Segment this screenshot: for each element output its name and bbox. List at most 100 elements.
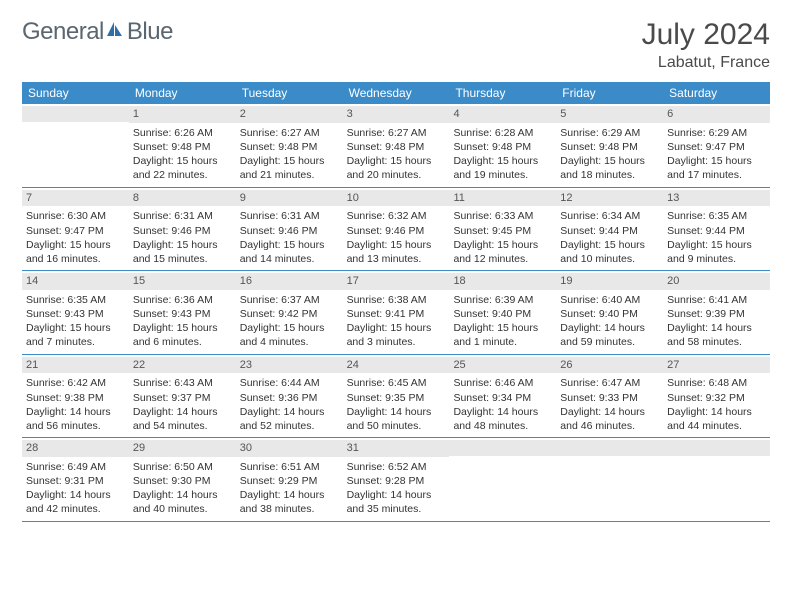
page-header: General Blue July 2024 Labatut, France	[22, 18, 770, 72]
day-daylight1: Daylight: 15 hours	[560, 238, 659, 252]
day-cell	[556, 438, 663, 521]
day-number: 26	[556, 357, 663, 374]
day-sunrise: Sunrise: 6:47 AM	[560, 376, 659, 390]
day-cell: 8Sunrise: 6:31 AMSunset: 9:46 PMDaylight…	[129, 188, 236, 271]
month-title: July 2024	[642, 18, 770, 52]
day-daylight1: Daylight: 15 hours	[453, 238, 552, 252]
day-sunrise: Sunrise: 6:36 AM	[133, 293, 232, 307]
day-sunset: Sunset: 9:36 PM	[240, 391, 339, 405]
day-cell: 3Sunrise: 6:27 AMSunset: 9:48 PMDaylight…	[343, 104, 450, 187]
day-sunset: Sunset: 9:30 PM	[133, 474, 232, 488]
day-number: 17	[343, 273, 450, 290]
day-daylight1: Daylight: 15 hours	[133, 154, 232, 168]
day-cell: 18Sunrise: 6:39 AMSunset: 9:40 PMDayligh…	[449, 271, 556, 354]
weekday-header: Monday	[129, 82, 236, 104]
weekday-header: Wednesday	[343, 82, 450, 104]
day-number: 22	[129, 357, 236, 374]
day-cell: 21Sunrise: 6:42 AMSunset: 9:38 PMDayligh…	[22, 355, 129, 438]
day-daylight1: Daylight: 14 hours	[26, 405, 125, 419]
day-cell: 23Sunrise: 6:44 AMSunset: 9:36 PMDayligh…	[236, 355, 343, 438]
day-daylight1: Daylight: 15 hours	[347, 238, 446, 252]
day-daylight1: Daylight: 15 hours	[453, 321, 552, 335]
day-sunrise: Sunrise: 6:43 AM	[133, 376, 232, 390]
brand-text-blue: Blue	[127, 18, 173, 46]
day-sunrise: Sunrise: 6:28 AM	[453, 126, 552, 140]
day-sunrise: Sunrise: 6:45 AM	[347, 376, 446, 390]
day-cell: 20Sunrise: 6:41 AMSunset: 9:39 PMDayligh…	[663, 271, 770, 354]
day-daylight1: Daylight: 15 hours	[26, 321, 125, 335]
weekday-header-row: SundayMondayTuesdayWednesdayThursdayFrid…	[22, 82, 770, 104]
day-daylight1: Daylight: 15 hours	[560, 154, 659, 168]
day-sunrise: Sunrise: 6:38 AM	[347, 293, 446, 307]
brand-text-general: General	[22, 18, 104, 46]
day-sunset: Sunset: 9:39 PM	[667, 307, 766, 321]
day-sunset: Sunset: 9:43 PM	[26, 307, 125, 321]
day-sunset: Sunset: 9:47 PM	[26, 224, 125, 238]
day-sunset: Sunset: 9:38 PM	[26, 391, 125, 405]
day-number-empty	[663, 440, 770, 456]
day-sunrise: Sunrise: 6:27 AM	[240, 126, 339, 140]
day-sunset: Sunset: 9:46 PM	[133, 224, 232, 238]
day-cell: 2Sunrise: 6:27 AMSunset: 9:48 PMDaylight…	[236, 104, 343, 187]
day-daylight2: and 9 minutes.	[667, 252, 766, 266]
day-daylight1: Daylight: 14 hours	[667, 321, 766, 335]
day-sunset: Sunset: 9:44 PM	[667, 224, 766, 238]
day-number: 11	[449, 190, 556, 207]
day-number: 19	[556, 273, 663, 290]
calendar-page: General Blue July 2024 Labatut, France S…	[0, 0, 792, 532]
day-number: 8	[129, 190, 236, 207]
day-daylight2: and 19 minutes.	[453, 168, 552, 182]
day-daylight1: Daylight: 15 hours	[667, 154, 766, 168]
day-daylight1: Daylight: 15 hours	[453, 154, 552, 168]
day-cell: 15Sunrise: 6:36 AMSunset: 9:43 PMDayligh…	[129, 271, 236, 354]
day-cell: 30Sunrise: 6:51 AMSunset: 9:29 PMDayligh…	[236, 438, 343, 521]
day-sunrise: Sunrise: 6:29 AM	[667, 126, 766, 140]
day-sunset: Sunset: 9:46 PM	[240, 224, 339, 238]
day-sunset: Sunset: 9:42 PM	[240, 307, 339, 321]
day-sunset: Sunset: 9:45 PM	[453, 224, 552, 238]
day-daylight1: Daylight: 15 hours	[133, 238, 232, 252]
day-sunset: Sunset: 9:48 PM	[240, 140, 339, 154]
day-cell: 7Sunrise: 6:30 AMSunset: 9:47 PMDaylight…	[22, 188, 129, 271]
day-sunrise: Sunrise: 6:33 AM	[453, 209, 552, 223]
day-daylight2: and 21 minutes.	[240, 168, 339, 182]
day-daylight1: Daylight: 15 hours	[347, 321, 446, 335]
day-cell: 26Sunrise: 6:47 AMSunset: 9:33 PMDayligh…	[556, 355, 663, 438]
day-daylight2: and 4 minutes.	[240, 335, 339, 349]
day-daylight1: Daylight: 15 hours	[133, 321, 232, 335]
day-cell: 29Sunrise: 6:50 AMSunset: 9:30 PMDayligh…	[129, 438, 236, 521]
day-daylight2: and 54 minutes.	[133, 419, 232, 433]
day-daylight1: Daylight: 14 hours	[26, 488, 125, 502]
day-daylight2: and 6 minutes.	[133, 335, 232, 349]
day-number: 14	[22, 273, 129, 290]
day-daylight2: and 16 minutes.	[26, 252, 125, 266]
day-sunset: Sunset: 9:41 PM	[347, 307, 446, 321]
day-sunset: Sunset: 9:35 PM	[347, 391, 446, 405]
day-sunrise: Sunrise: 6:42 AM	[26, 376, 125, 390]
day-cell: 14Sunrise: 6:35 AMSunset: 9:43 PMDayligh…	[22, 271, 129, 354]
day-number: 1	[129, 106, 236, 123]
day-sunrise: Sunrise: 6:29 AM	[560, 126, 659, 140]
day-sunset: Sunset: 9:31 PM	[26, 474, 125, 488]
day-cell: 28Sunrise: 6:49 AMSunset: 9:31 PMDayligh…	[22, 438, 129, 521]
day-number: 12	[556, 190, 663, 207]
weekday-header: Friday	[556, 82, 663, 104]
day-sunrise: Sunrise: 6:52 AM	[347, 460, 446, 474]
day-daylight1: Daylight: 15 hours	[240, 238, 339, 252]
day-daylight1: Daylight: 15 hours	[667, 238, 766, 252]
weekday-header: Thursday	[449, 82, 556, 104]
day-number: 20	[663, 273, 770, 290]
day-cell	[22, 104, 129, 187]
day-number: 29	[129, 440, 236, 457]
day-cell: 10Sunrise: 6:32 AMSunset: 9:46 PMDayligh…	[343, 188, 450, 271]
weeks-container: 1Sunrise: 6:26 AMSunset: 9:48 PMDaylight…	[22, 104, 770, 522]
day-daylight1: Daylight: 15 hours	[26, 238, 125, 252]
weekday-header: Saturday	[663, 82, 770, 104]
day-number: 28	[22, 440, 129, 457]
day-cell: 27Sunrise: 6:48 AMSunset: 9:32 PMDayligh…	[663, 355, 770, 438]
day-sunrise: Sunrise: 6:35 AM	[667, 209, 766, 223]
day-cell: 1Sunrise: 6:26 AMSunset: 9:48 PMDaylight…	[129, 104, 236, 187]
day-daylight2: and 38 minutes.	[240, 502, 339, 516]
day-daylight2: and 56 minutes.	[26, 419, 125, 433]
day-cell: 11 Sunrise: 6:33 AMSunset: 9:45 PMDayligh…	[449, 188, 556, 271]
